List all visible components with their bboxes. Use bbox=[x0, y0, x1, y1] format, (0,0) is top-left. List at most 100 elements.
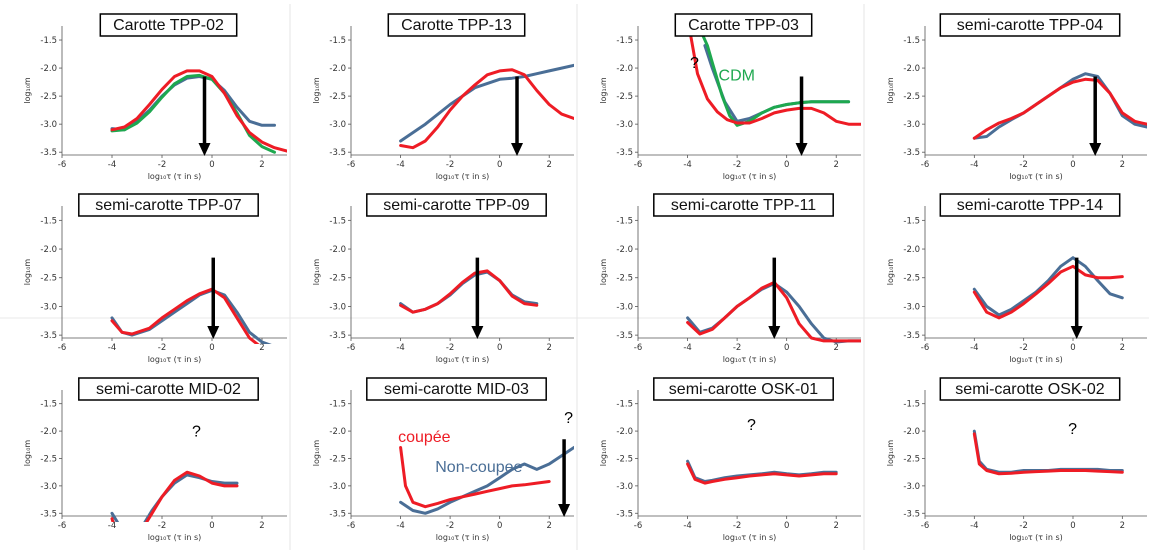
x-tick-label: -4 bbox=[396, 521, 404, 531]
y-tick-label: -3.0 bbox=[903, 482, 920, 492]
x-axis-label: log₁₀τ (τ in s) bbox=[723, 355, 777, 364]
series-group bbox=[110, 470, 239, 522]
title-box bbox=[653, 193, 834, 217]
chart-title: semi-carotte TPP-11 bbox=[671, 197, 816, 214]
y-tick-label: -3.5 bbox=[329, 509, 346, 519]
x-tick-label: -4 bbox=[970, 521, 978, 531]
x-tick-label: -6 bbox=[347, 521, 355, 531]
y-axis-label: log₁₀m bbox=[312, 259, 321, 286]
y-tick-label: -1.5 bbox=[40, 400, 57, 410]
x-axis-label: log₁₀τ (τ in s) bbox=[1009, 355, 1063, 364]
series-line-red bbox=[399, 446, 551, 509]
x-tick-label: -6 bbox=[634, 343, 642, 353]
y-tick-label: -3.0 bbox=[40, 302, 57, 312]
annotation-label: ? bbox=[747, 417, 756, 434]
series-group bbox=[399, 446, 574, 515]
title-box bbox=[939, 377, 1121, 401]
x-tick-label: 2 bbox=[547, 160, 552, 170]
y-axis-label: log₁₀m bbox=[886, 440, 895, 467]
y-tick-label: -2.0 bbox=[40, 245, 57, 255]
y-tick-label: -2.5 bbox=[903, 274, 920, 284]
y-tick-label: -1.5 bbox=[903, 400, 920, 410]
x-tick-label: -2 bbox=[1019, 343, 1027, 353]
x-tick-label: -6 bbox=[58, 521, 66, 531]
x-tick-label: -6 bbox=[921, 521, 929, 531]
chart-panel-6: -1.5 -2.0 -2.5 -3.0 -3.5-6 -4 -2 0 2 log₁₀τ (τ in… bbox=[312, 193, 574, 364]
arrow-head bbox=[511, 143, 524, 156]
series-line-blue bbox=[972, 429, 1124, 474]
y-tick-label: -2.0 bbox=[329, 245, 346, 255]
series-group bbox=[110, 287, 272, 344]
chart-title: semi-carotte MID-03 bbox=[384, 381, 529, 398]
x-tick-label: 2 bbox=[259, 521, 264, 531]
x-tick-label: 0 bbox=[784, 521, 789, 531]
x-axis-label: log₁₀τ (τ in s) bbox=[723, 172, 777, 181]
y-tick-label: -3.0 bbox=[616, 482, 633, 492]
x-axis-label: log₁₀τ (τ in s) bbox=[436, 355, 490, 364]
y-tick-label: -1.5 bbox=[616, 400, 633, 410]
x-tick-label: -2 bbox=[158, 160, 166, 170]
series-line-red bbox=[110, 470, 239, 522]
y-tick-label: -1.5 bbox=[329, 216, 346, 226]
y-tick-label: -2.5 bbox=[616, 454, 633, 464]
chart-title: Carotte TPP-13 bbox=[401, 17, 512, 34]
arrow-head bbox=[198, 143, 211, 156]
chart-panel-12: -1.5 -2.0 -2.5 -3.0 -3.5-6 -4 -2 0 2 log₁₀τ (τ in… bbox=[886, 377, 1147, 542]
series-group bbox=[972, 72, 1147, 140]
y-tick-label: -2.5 bbox=[329, 92, 346, 102]
x-axis-label: log₁₀τ (τ in s) bbox=[148, 355, 202, 364]
chart-title: semi-carotte TPP-09 bbox=[383, 197, 530, 214]
chart-title: semi-carotte TPP-07 bbox=[95, 197, 242, 214]
x-tick-label: -2 bbox=[1019, 160, 1027, 170]
x-tick-label: -6 bbox=[921, 343, 929, 353]
y-tick-label: -3.0 bbox=[903, 120, 920, 130]
title-box bbox=[939, 13, 1121, 37]
x-tick-label: 2 bbox=[1120, 521, 1125, 531]
arrow-head bbox=[207, 326, 220, 339]
annotation-label: ? bbox=[1068, 421, 1077, 438]
series-group bbox=[686, 459, 838, 485]
y-tick-label: -2.0 bbox=[903, 427, 920, 437]
series-line-red bbox=[110, 69, 287, 153]
y-tick-label: -2.5 bbox=[903, 454, 920, 464]
annotation-label: CDM bbox=[719, 67, 755, 84]
chart-panel-2: -1.5 -2.0 -2.5 -3.0 -3.5-6 -4 -2 0 2 log₁₀τ (τ in… bbox=[312, 13, 574, 181]
x-tick-label: -4 bbox=[683, 160, 691, 170]
chart-panel-8: -1.5 -2.0 -2.5 -3.0 -3.5-6 -4 -2 0 2 log₁₀τ (τ in… bbox=[886, 193, 1147, 364]
y-axis-label: log₁₀m bbox=[23, 77, 32, 104]
x-tick-label: 2 bbox=[834, 160, 839, 170]
series-line-red bbox=[972, 432, 1124, 476]
y-tick-label: -3.0 bbox=[903, 302, 920, 312]
y-tick-label: -1.5 bbox=[40, 216, 57, 226]
series-line-red bbox=[686, 462, 838, 485]
x-tick-label: 0 bbox=[784, 160, 789, 170]
chart-title: semi-carotte TPP-04 bbox=[957, 17, 1104, 34]
x-tick-label: 2 bbox=[259, 343, 264, 353]
y-tick-label: -1.5 bbox=[329, 400, 346, 410]
y-tick-label: -3.5 bbox=[903, 509, 920, 519]
y-axis-label: log₁₀m bbox=[886, 77, 895, 104]
annotation-label: ? bbox=[192, 424, 201, 441]
arrow-head bbox=[795, 143, 808, 156]
title-box bbox=[366, 377, 547, 401]
chart-panel-1: -1.5 -2.0 -2.5 -3.0 -3.5-6 -4 -2 0 2 log₁₀τ (τ in… bbox=[23, 13, 287, 181]
x-tick-label: 2 bbox=[259, 160, 264, 170]
y-tick-label: -2.0 bbox=[903, 245, 920, 255]
x-tick-label: -2 bbox=[733, 160, 741, 170]
y-axis-label: log₁₀m bbox=[599, 77, 608, 104]
series-line-red bbox=[399, 68, 574, 150]
y-axis-label: log₁₀m bbox=[886, 259, 895, 286]
y-tick-label: -2.5 bbox=[329, 454, 346, 464]
x-tick-label: -6 bbox=[58, 160, 66, 170]
y-tick-label: -3.5 bbox=[903, 331, 920, 341]
y-tick-label: -2.0 bbox=[616, 427, 633, 437]
y-tick-label: -1.5 bbox=[903, 216, 920, 226]
series-line-green bbox=[698, 27, 851, 127]
x-tick-label: -2 bbox=[158, 343, 166, 353]
x-tick-label: 2 bbox=[547, 521, 552, 531]
y-tick-label: -1.5 bbox=[40, 36, 57, 46]
y-tick-label: -3.5 bbox=[616, 509, 633, 519]
title-box bbox=[366, 193, 547, 217]
y-axis-label: log₁₀m bbox=[23, 440, 32, 467]
